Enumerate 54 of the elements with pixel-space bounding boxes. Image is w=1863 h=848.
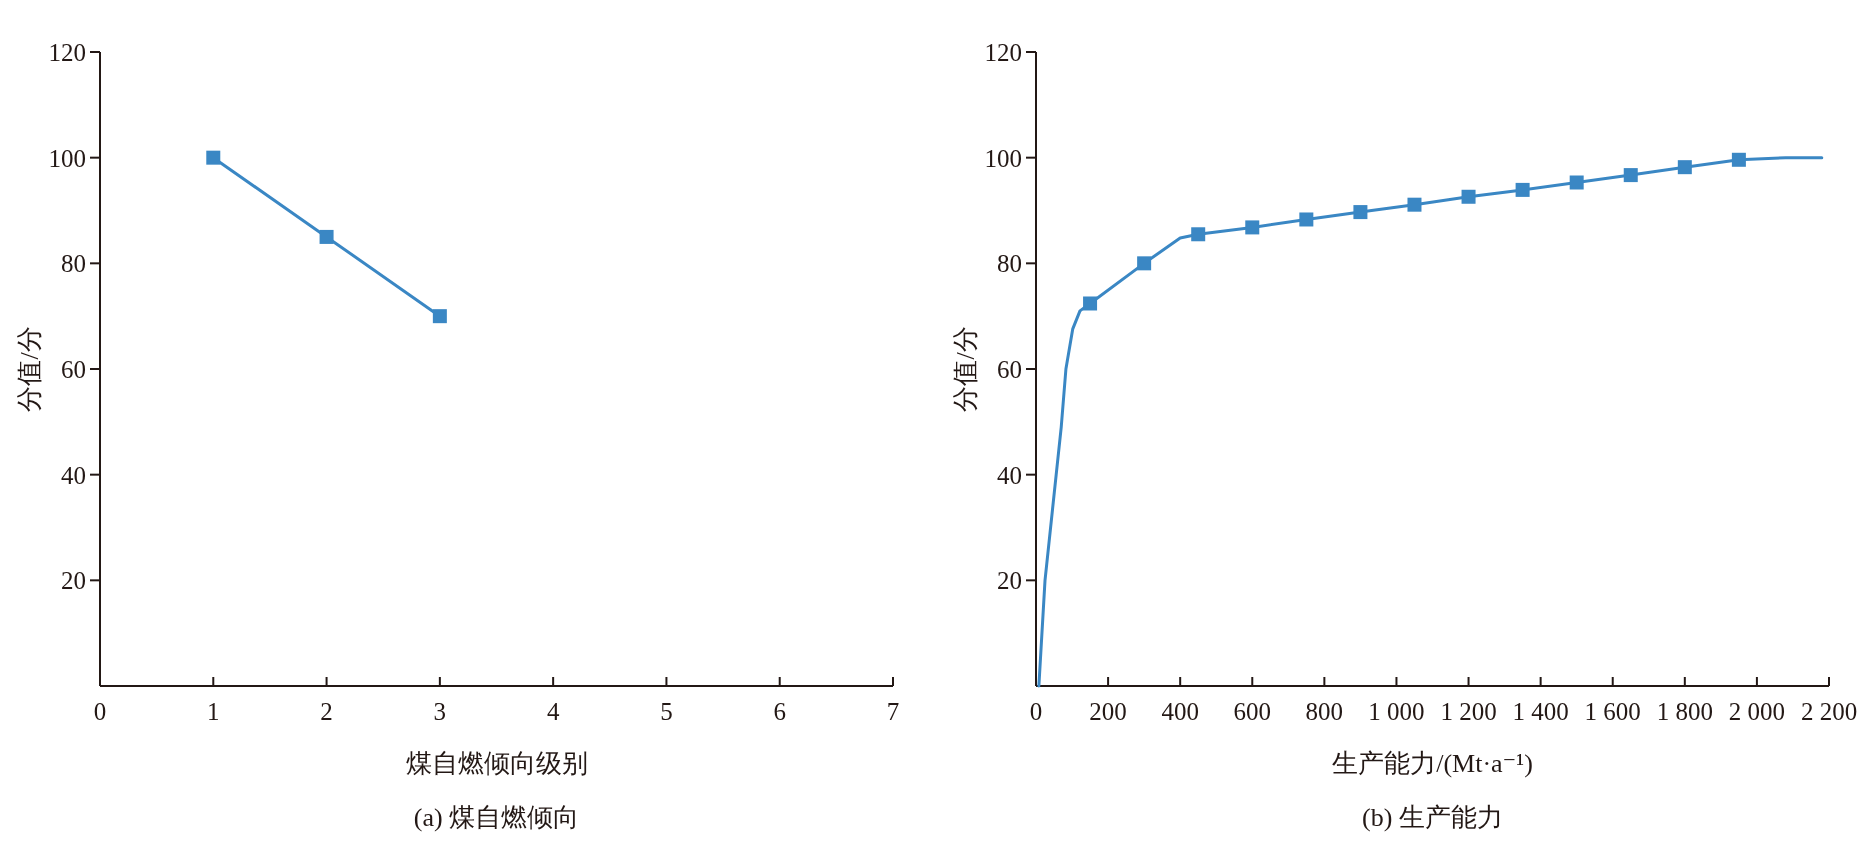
y-tick-label: 60 [61, 356, 86, 383]
y-tick-label: 120 [984, 39, 1022, 66]
point [1677, 160, 1692, 175]
x-tick-label: 7 [886, 698, 900, 725]
point [1515, 182, 1530, 197]
x-tick-label: 1 000 [1368, 698, 1425, 725]
point [1191, 227, 1206, 242]
y-tick-label: 100 [48, 144, 86, 172]
x-tick-label: 600 [1233, 698, 1272, 725]
y-axis-title: 分值/分 [15, 326, 44, 412]
point [432, 309, 447, 324]
x-axis-title: 生产能力/(Mt·a⁻¹) [1332, 749, 1533, 778]
y-tick-label: 80 [61, 250, 86, 278]
y-tick-label: 20 [997, 567, 1022, 595]
point [1353, 205, 1368, 220]
y-tick-label: 60 [997, 356, 1022, 383]
y-tick-label: 80 [997, 250, 1022, 278]
point [1461, 189, 1476, 204]
x-tick-label: 0 [93, 698, 107, 725]
x-tick-label: 2 200 [1800, 698, 1858, 725]
x-axis-title: 煤自燃倾向级别 [405, 749, 588, 778]
point [319, 229, 334, 244]
x-tick-label: 1 600 [1584, 698, 1641, 725]
x-tick-label: 4 [546, 698, 560, 725]
point [1083, 296, 1098, 311]
x-tick-label: 1 [207, 698, 220, 725]
x-tick-label: 800 [1305, 698, 1344, 725]
x-tick-label: 2 [320, 698, 333, 725]
point [206, 150, 221, 165]
y-tick-label: 120 [48, 39, 86, 66]
x-tick-label: 200 [1089, 698, 1127, 725]
x-tick-label: 0 [1029, 698, 1043, 725]
point [1623, 168, 1638, 183]
x-tick-label: 1 800 [1656, 698, 1713, 725]
y-tick-label: 40 [997, 461, 1022, 489]
text: (a) 煤自燃倾向 [413, 803, 580, 832]
point [1407, 197, 1422, 212]
x-tick-label: 1 400 [1512, 698, 1569, 725]
x-tick-label: 3 [433, 698, 447, 725]
y-tick-label: 20 [61, 567, 86, 595]
text: (b) 生产能力 [1362, 803, 1503, 832]
y-tick-label: 100 [984, 144, 1022, 172]
point [1569, 175, 1584, 190]
point [1137, 256, 1152, 271]
x-tick-label: 6 [773, 698, 786, 725]
x-tick-label: 400 [1161, 698, 1199, 725]
x-tick-label: 5 [660, 698, 673, 725]
x-tick-label: 1 200 [1440, 698, 1497, 725]
x-tick-label: 2 000 [1728, 698, 1786, 725]
point [1245, 220, 1260, 235]
point [1299, 212, 1314, 227]
y-axis-title: 分值/分 [951, 326, 980, 412]
y-tick-label: 40 [61, 461, 86, 489]
point [1731, 152, 1746, 167]
